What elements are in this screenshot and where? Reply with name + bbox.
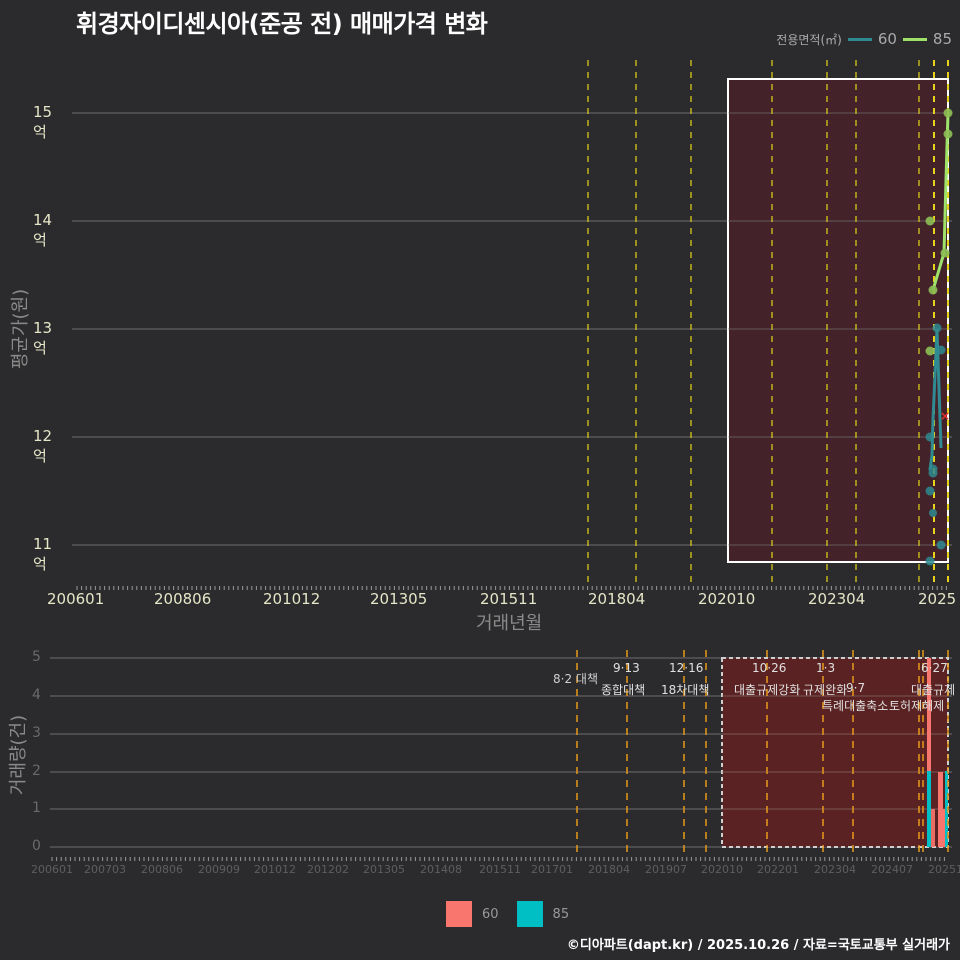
x-tick: 202010 [701,863,743,876]
volume-policy-lines [576,650,949,856]
policy-lines [587,60,920,586]
x-tick: 200806 [141,863,183,876]
x-tick: 202304 [814,863,856,876]
x-tick: 202010 [698,590,756,608]
annotation-6-27-date: 6·27 [921,661,948,675]
y-tick-3: 3 [32,725,41,741]
series-60: × [925,323,950,566]
legend-label-85: 85 [552,906,570,922]
x-tick: 201305 [370,590,428,608]
x-tick: 201907 [645,863,687,876]
annotation-1-3: 규제완화 [803,683,848,697]
x-tick: 201012 [263,590,321,608]
y-tick-1: 1 [32,800,41,816]
x-tick: 2025 [918,590,957,608]
annotation-12-16-date: 12·16 [669,661,704,675]
recent-period-box [727,78,949,563]
annotation-9-13: 종합대책 [601,683,646,697]
x-tick: 20251 [928,863,960,876]
x-tick: 201012 [254,863,296,876]
price-x-axis: 200601 200806 201012 201305 201511 20180… [0,590,960,612]
price-x-label: 거래년월 [476,613,543,634]
price-y-label: 평균가(원) [10,288,31,370]
annotation-toheo: 토허제해제 [889,699,945,713]
price-x-ticks [76,586,947,590]
annotation-10-26-date: 10·26 [752,661,787,675]
x-tick: 202407 [871,863,913,876]
x-tick: 202304 [808,590,866,608]
legend-title: 전용면적(㎡) [776,32,842,47]
recent-period-box-volume [721,657,949,848]
y-tick-5: 5 [32,649,41,665]
area-legend: 전용면적(㎡) 60 85 [776,30,952,48]
annotation-8-2: 8·2 대책 [553,672,598,686]
annotation-9-13-date: 9·13 [613,661,640,675]
x-tick: 201202 [307,863,349,876]
x-tick: 200601 [31,863,73,876]
annotation-1-3-date: 1·3 [816,661,836,675]
x-tick: 201804 [588,863,630,876]
y-tick-4: 4 [32,687,41,703]
volume-chart [50,650,952,861]
volume-legend: 60 85 [446,901,569,927]
x-tick: 200703 [84,863,126,876]
legend-line-85-icon [902,37,927,41]
volume-x-ticks [51,857,945,861]
x-tick: 201511 [479,863,521,876]
x-tick: 201408 [420,863,462,876]
x-tick: 201305 [363,863,405,876]
x-tick: 202201 [757,863,799,876]
price-chart: × [72,60,953,590]
y-tick-0: 0 [32,838,41,854]
y-tick-11: 11억 [33,535,53,573]
legend-label-85: 85 [932,30,952,48]
y-tick-13: 13억 [33,319,53,357]
legend-swatch-60-icon [446,901,472,927]
annotation-9-7-date: 9·7 [846,681,866,695]
annotation-12-16: 18차대책 [661,683,710,697]
legend-swatch-85-icon [516,901,543,927]
chart-title: 휘경자이디센시아(준공 전) 매매가격 변화 [76,10,488,38]
volume-y-label: 거래량(건) [8,714,29,796]
legend-line-60-icon [847,37,872,41]
x-tick: 201511 [480,590,538,608]
legend-label-60: 60 [482,906,499,922]
annotation-9-7: 특례대출축소 [822,699,889,713]
outlier-marker-icon: × [940,409,950,423]
volume-bars [927,658,948,847]
y-tick-2: 2 [32,763,41,779]
y-tick-12: 12억 [33,427,53,465]
x-tick: 200806 [154,590,212,608]
x-tick: 201804 [588,590,646,608]
y-tick-14: 14억 [33,211,53,249]
source-footer: ©디아파트(dapt.kr) / 2025.10.26 / 자료=국토교통부 실… [566,938,950,953]
y-tick-15: 15억 [33,103,53,141]
series-85 [925,108,953,356]
legend-label-60: 60 [877,30,897,48]
annotation-6-27: 대출규제 [911,683,956,697]
x-tick: 200601 [47,590,105,608]
x-tick: 200909 [198,863,240,876]
annotation-10-26: 대출규제강화 [734,683,801,697]
x-tick: 201701 [531,863,573,876]
